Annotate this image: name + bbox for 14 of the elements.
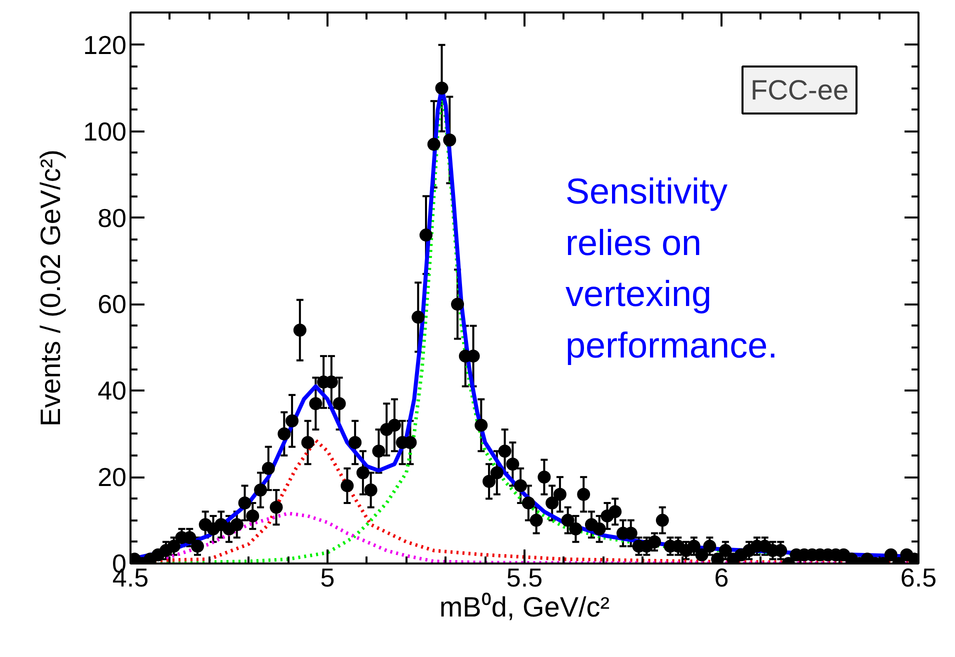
- y-tick-label: 80: [98, 202, 126, 233]
- y-tick-label: 40: [98, 376, 126, 406]
- y-tick-label: 20: [98, 462, 126, 492]
- x-axis-title: mB⁰d, GeV/c²: [439, 592, 610, 622]
- annotation: Sensitivity relies on vertexing performance.: [566, 170, 778, 366]
- annotation: FCC-ee: [750, 74, 849, 106]
- y-tick-label: 120: [83, 30, 127, 60]
- y-tick-label: 100: [83, 116, 127, 146]
- x-tick-label: 6: [714, 562, 729, 592]
- x-tick-label: 6.5: [900, 562, 937, 592]
- x-tick-label: 5: [320, 562, 335, 592]
- x-tick-label: 5.5: [506, 562, 543, 592]
- y-tick-label: 60: [98, 289, 126, 320]
- y-axis-title: Events / (0.02 GeV/c²): [35, 149, 66, 426]
